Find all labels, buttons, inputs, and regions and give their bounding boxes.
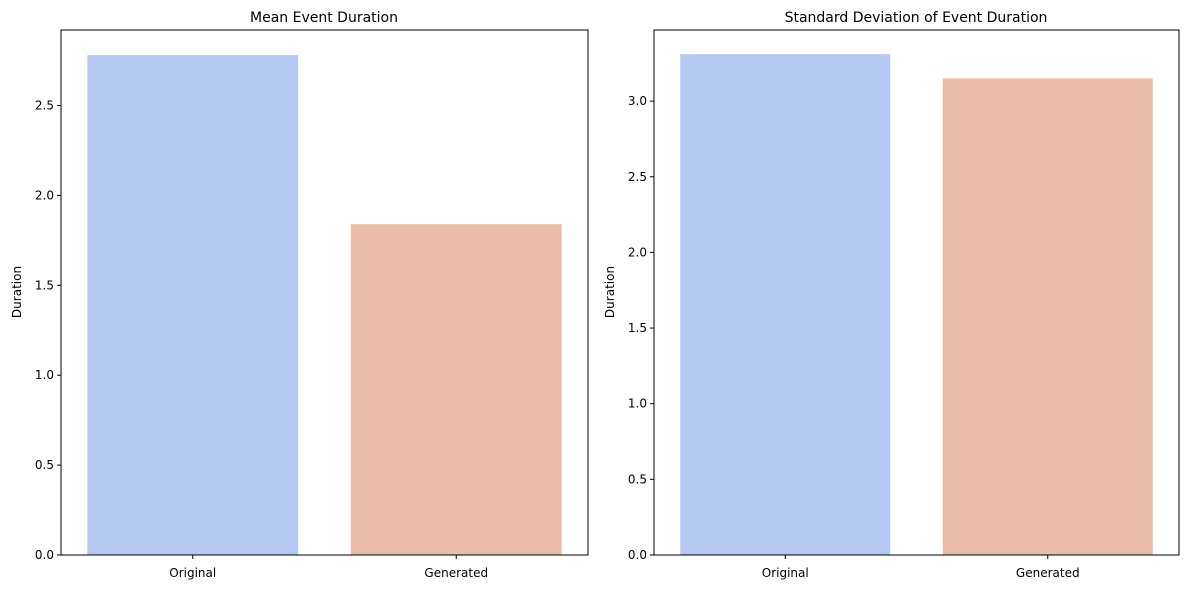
y-tick-label: 1.5 [628,321,647,335]
bar-generated [350,224,562,555]
chart-std-duration: Standard Deviation of Event Duration Dur… [603,10,1180,580]
plot-frame [653,29,1180,556]
bar-original [87,55,299,555]
y-tick-label: 1.0 [628,397,647,411]
y-tick-label: 1.0 [35,368,54,382]
plot-area: 0.0 0.5 1.0 1.5 2.0 2.5 3.0 Original Generated [628,29,1180,580]
plot-frame [60,29,589,556]
chart-title: Standard Deviation of Event Duration [785,10,1048,26]
y-tick-label: 0.5 [628,472,647,486]
y-tick-label: 2.0 [628,245,647,259]
y-tick-label: 3.0 [628,94,647,108]
y-tick-label: 0.0 [35,548,54,562]
x-tick-label: Original [169,566,216,580]
x-tick-label: Generated [424,566,488,580]
chart-mean-duration: Mean Event Duration Duration 0.0 0.5 1.0 1.… [10,10,589,580]
plot-area: 0.0 0.5 1.0 1.5 2.0 2.5 Original Generated [35,29,589,580]
y-axis-label: Duration [603,266,617,318]
y-tick-label: 0.5 [35,458,54,472]
y-tick-label: 2.5 [35,99,54,113]
bar-generated [942,78,1153,556]
x-tick-label: Original [762,566,809,580]
y-tick-label: 2.0 [35,188,54,202]
bar-original [680,54,891,556]
y-tick-label: 1.5 [35,278,54,292]
y-tick-label: 2.5 [628,170,647,184]
chart-title: Mean Event Duration [250,10,398,26]
y-axis-label: Duration [10,266,24,318]
y-tick-label: 0.0 [628,548,647,562]
x-tick-label: Generated [1016,566,1080,580]
